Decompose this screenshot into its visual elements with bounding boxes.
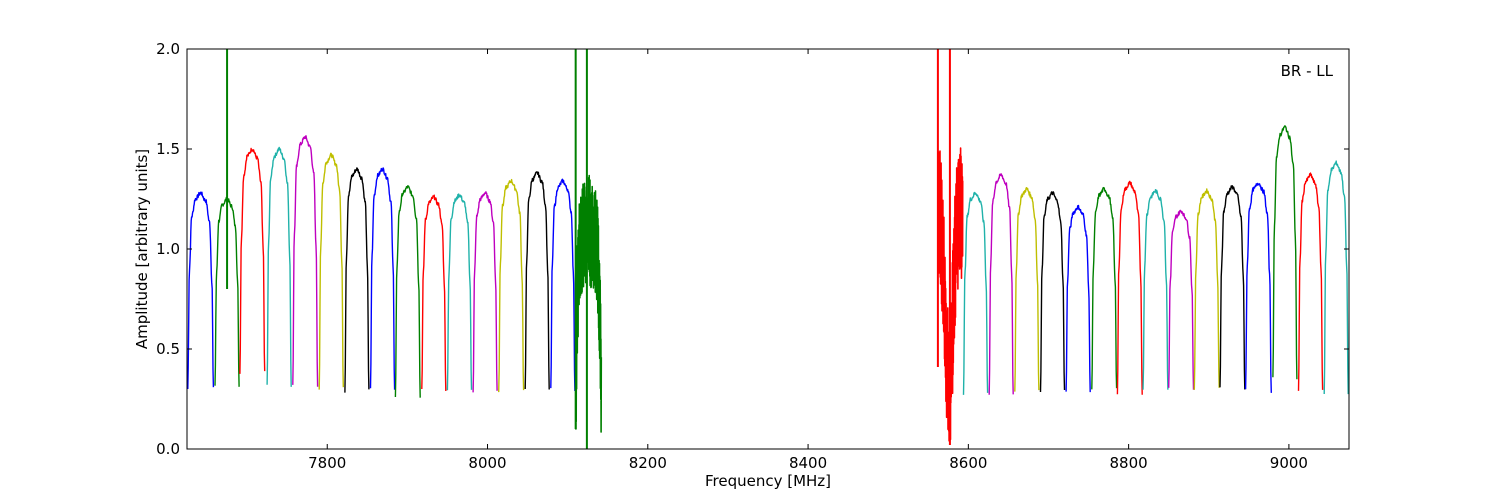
y-axis-label: Amplitude [arbitrary units] [133,149,151,349]
y-tick-label: 1.5 [156,140,180,158]
series-line-14 [524,171,550,390]
series-line-30 [1272,125,1298,380]
series-line-10 [421,194,447,392]
series-line-29 [1244,182,1272,393]
series-line-31 [1297,172,1324,391]
spike-layer [226,49,951,449]
y-tick-label: 0.0 [156,440,180,458]
series-line-5 [292,135,319,387]
x-tick-label: 8200 [629,454,667,472]
series-line-19 [988,173,1014,395]
series-line-6 [318,152,344,390]
series-line-8 [369,167,396,390]
series-line-32 [1323,160,1349,395]
y-tick-label: 2.0 [156,40,180,58]
series-line-15 [550,178,576,392]
x-tick-label: 8400 [789,454,827,472]
x-axis-ticks: 7800 8000 8200 8400 8600 8800 9000 [308,49,1308,472]
series-line-13 [498,178,525,393]
series-line-26 [1168,209,1195,390]
series-line-3 [239,147,266,374]
series-line-27 [1193,188,1220,390]
x-tick-label: 7800 [308,454,346,472]
plot-area-background [187,49,1349,449]
x-tick-label: 9000 [1270,454,1308,472]
series-line-18 [962,191,989,395]
series-line-12 [472,191,498,393]
x-tick-label: 8000 [468,454,506,472]
series-line-24 [1116,180,1143,395]
series-line-21 [1039,191,1066,393]
series-line-28 [1219,185,1246,390]
series-line-23 [1091,186,1118,390]
y-tick-label: 1.0 [156,240,180,258]
series-layer [187,125,1349,442]
channel-annotation: BR - LL [1281,62,1334,80]
x-axis-label: Frequency [MHz] [705,472,831,490]
series-line-1 [187,191,215,390]
y-axis-ticks: 0.0 0.5 1.0 1.5 2.0 [156,40,1349,458]
series-line-9 [394,185,421,398]
series-line-4 [266,146,292,387]
series-line-7 [344,167,370,393]
series-line-16 [574,174,603,433]
series-line-20 [1014,186,1040,392]
x-tick-label: 8600 [949,454,987,472]
y-tick-label: 0.5 [156,340,180,358]
x-tick-label: 8800 [1110,454,1148,472]
series-line-25 [1142,188,1169,390]
series-line-22 [1065,204,1091,393]
series-line-11 [446,193,473,391]
